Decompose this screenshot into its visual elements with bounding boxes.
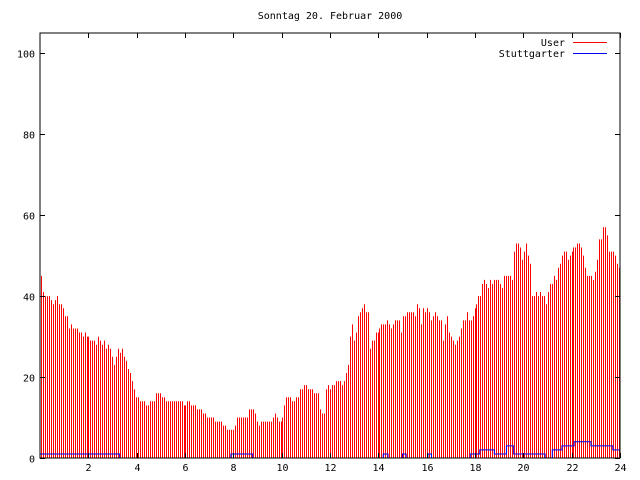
legend-user-label: User [541, 38, 565, 49]
legend: User Stuttgarter [499, 38, 607, 60]
user-bars [41, 227, 620, 458]
x-tick-label: 22 [566, 463, 578, 474]
x-tick-label: 18 [469, 463, 481, 474]
x-tick-label: 16 [421, 463, 433, 474]
x-tick-label: 10 [276, 463, 288, 474]
x-tick-label: 14 [372, 463, 384, 474]
y-tick-label: 100 [17, 50, 35, 61]
y-tick-label: 40 [23, 293, 35, 304]
chart-title: Sonntag 20. Februar 2000 [258, 11, 403, 22]
x-tick-label: 2 [85, 463, 91, 474]
x-tick-label: 6 [182, 463, 188, 474]
y-tick-label: 60 [23, 212, 35, 223]
y-tick-label: 20 [23, 374, 35, 385]
x-tick-label: 24 [614, 463, 626, 474]
x-tick-label: 8 [230, 463, 236, 474]
legend-stuttgarter-label: Stuttgarter [499, 49, 565, 60]
y-tick-label: 80 [23, 131, 35, 142]
x-tick-label: 12 [324, 463, 336, 474]
x-tick-label: 20 [517, 463, 529, 474]
y-tick-label: 0 [29, 455, 35, 466]
x-tick-label: 4 [134, 463, 140, 474]
